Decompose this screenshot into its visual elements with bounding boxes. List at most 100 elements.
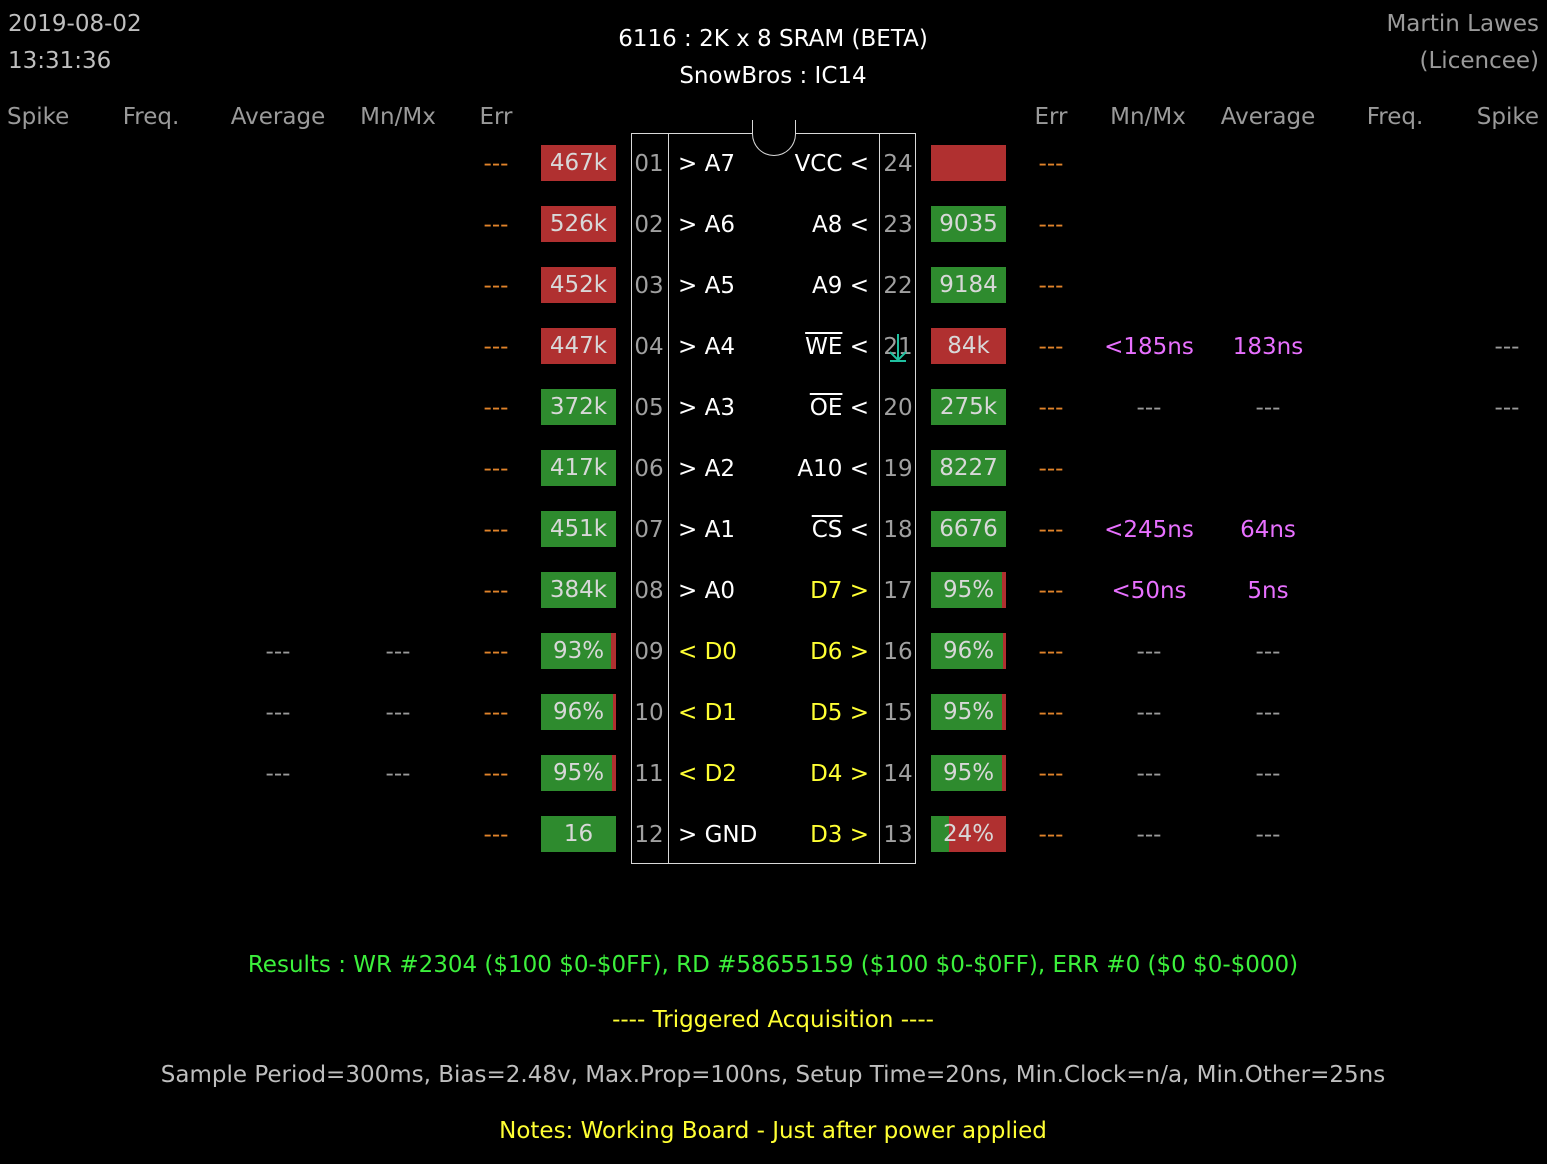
pin-label: < D0 [678, 639, 737, 665]
left-pin-box: 452k [541, 267, 616, 303]
pin-label: A10 < [797, 456, 869, 482]
pin-number: 03 [634, 273, 664, 299]
pin-label: D6 > [810, 639, 869, 665]
left-err-value: --- [483, 700, 509, 726]
pin-label: > A6 [678, 212, 735, 238]
left-mnmx-value: --- [385, 700, 411, 726]
left-pin-box-value: 447k [549, 333, 608, 359]
page-title: 6116 : 2K x 8 SRAM (BETA) [618, 26, 928, 52]
left-pin-box: 95% [541, 755, 616, 791]
left-pin-box-fill [541, 511, 616, 547]
right-pin-box-remainder [1002, 755, 1006, 791]
right-err-value: --- [1038, 212, 1064, 238]
right-mnmx-value: --- [1136, 395, 1162, 421]
pin-number: 18 [883, 517, 913, 543]
right-pin-box-value: 95% [942, 699, 995, 725]
pin-number: 09 [634, 639, 664, 665]
pin-number: 12 [634, 822, 664, 848]
right-pin-box-remainder [949, 816, 1006, 852]
right-err-value: --- [1038, 639, 1064, 665]
right-mnmx-value: --- [1136, 822, 1162, 848]
pin-label: < D1 [678, 700, 737, 726]
left-err-value: --- [483, 212, 509, 238]
right-pin-box: 8227 [931, 450, 1006, 486]
right-err-value: --- [1038, 700, 1064, 726]
right-pin-box: 275k [931, 389, 1006, 425]
right-pin-box-remainder [1002, 694, 1006, 730]
right-pin-box: 96% [931, 633, 1006, 669]
pin-label: WE < [805, 332, 869, 362]
active-low-signal: OE [809, 395, 843, 421]
left-pin-box: 384k [541, 572, 616, 608]
left-pin-box: 16 [541, 816, 616, 852]
left-pin-box-value: 93% [552, 638, 605, 664]
pin-number: 07 [634, 517, 664, 543]
pin-label: > A3 [678, 395, 735, 421]
right-pin-box-fill [931, 145, 1006, 181]
right-pin-box-fill [931, 572, 1003, 608]
left-pin-box-fill [541, 145, 616, 181]
right-pin-box-value: 6676 [939, 516, 998, 542]
left-pin-box-fill [541, 389, 616, 425]
left-pin-box: 372k [541, 389, 616, 425]
col-right-average: Average [1220, 104, 1316, 130]
pin-label: OE < [810, 393, 869, 423]
right-pin-box-value: 24% [942, 821, 995, 847]
col-left-average: Average [230, 104, 326, 130]
acquisition-mode: ---- Triggered Acquisition ---- [612, 1007, 934, 1033]
pin-label: > A7 [678, 151, 735, 177]
col-left-spike: Spike [7, 104, 70, 130]
right-pin-box-fill [931, 267, 1006, 303]
right-pin-box-fill [931, 389, 1006, 425]
right-err-value: --- [1038, 761, 1064, 787]
left-pin-box-fill [541, 816, 616, 852]
pin-number: 04 [634, 334, 664, 360]
chip-divider-left [668, 133, 669, 864]
pin-direction: < [842, 517, 869, 543]
right-pin-box-fill [931, 816, 949, 852]
right-average-value: --- [1255, 639, 1281, 665]
pin-label: > A4 [678, 334, 735, 360]
right-pin-box-fill [931, 633, 1003, 669]
right-pin-box-value: 95% [942, 760, 995, 786]
left-average-value: --- [265, 761, 291, 787]
left-mnmx-value: --- [385, 639, 411, 665]
left-pin-box-fill [541, 572, 616, 608]
right-pin-box: 9035 [931, 206, 1006, 242]
active-low-signal: CS [811, 517, 843, 543]
pin-label: D3 > [810, 822, 869, 848]
left-err-value: --- [483, 639, 509, 665]
right-pin-box-value: 8227 [939, 455, 998, 481]
pin-number: 08 [634, 578, 664, 604]
left-pin-box-fill [541, 267, 616, 303]
left-pin-box-value: 16 [563, 821, 594, 847]
right-pin-box-fill [931, 328, 1006, 364]
left-mnmx-value: --- [385, 761, 411, 787]
right-average-value: --- [1255, 761, 1281, 787]
right-pin-box-fill [931, 206, 1006, 242]
left-pin-box-value: 452k [549, 272, 608, 298]
pin-label: < D2 [678, 761, 737, 787]
left-err-value: --- [483, 273, 509, 299]
col-left-err: Err [479, 104, 513, 130]
left-pin-box-remainder [610, 633, 616, 669]
left-pin-box-value: 451k [549, 516, 608, 542]
left-pin-box: 451k [541, 511, 616, 547]
right-err-value: --- [1038, 822, 1064, 848]
pin-label: D4 > [810, 761, 869, 787]
left-average-value: --- [265, 639, 291, 665]
right-average-value: --- [1255, 822, 1281, 848]
left-err-value: --- [483, 456, 509, 482]
right-pin-box-value: 9184 [939, 272, 998, 298]
right-spike-value: --- [1494, 334, 1520, 360]
right-pin-box [931, 145, 1006, 181]
chip-notch [752, 120, 796, 156]
right-pin-box-fill [931, 511, 1006, 547]
pin-label: > GND [678, 822, 758, 848]
right-average-value: --- [1255, 395, 1281, 421]
pin-number: 17 [883, 578, 913, 604]
col-right-spike: Spike [1476, 104, 1539, 130]
right-average-value: 5ns [1247, 578, 1289, 604]
right-mnmx-value: <185ns [1104, 334, 1194, 360]
left-pin-box-fill [541, 694, 613, 730]
